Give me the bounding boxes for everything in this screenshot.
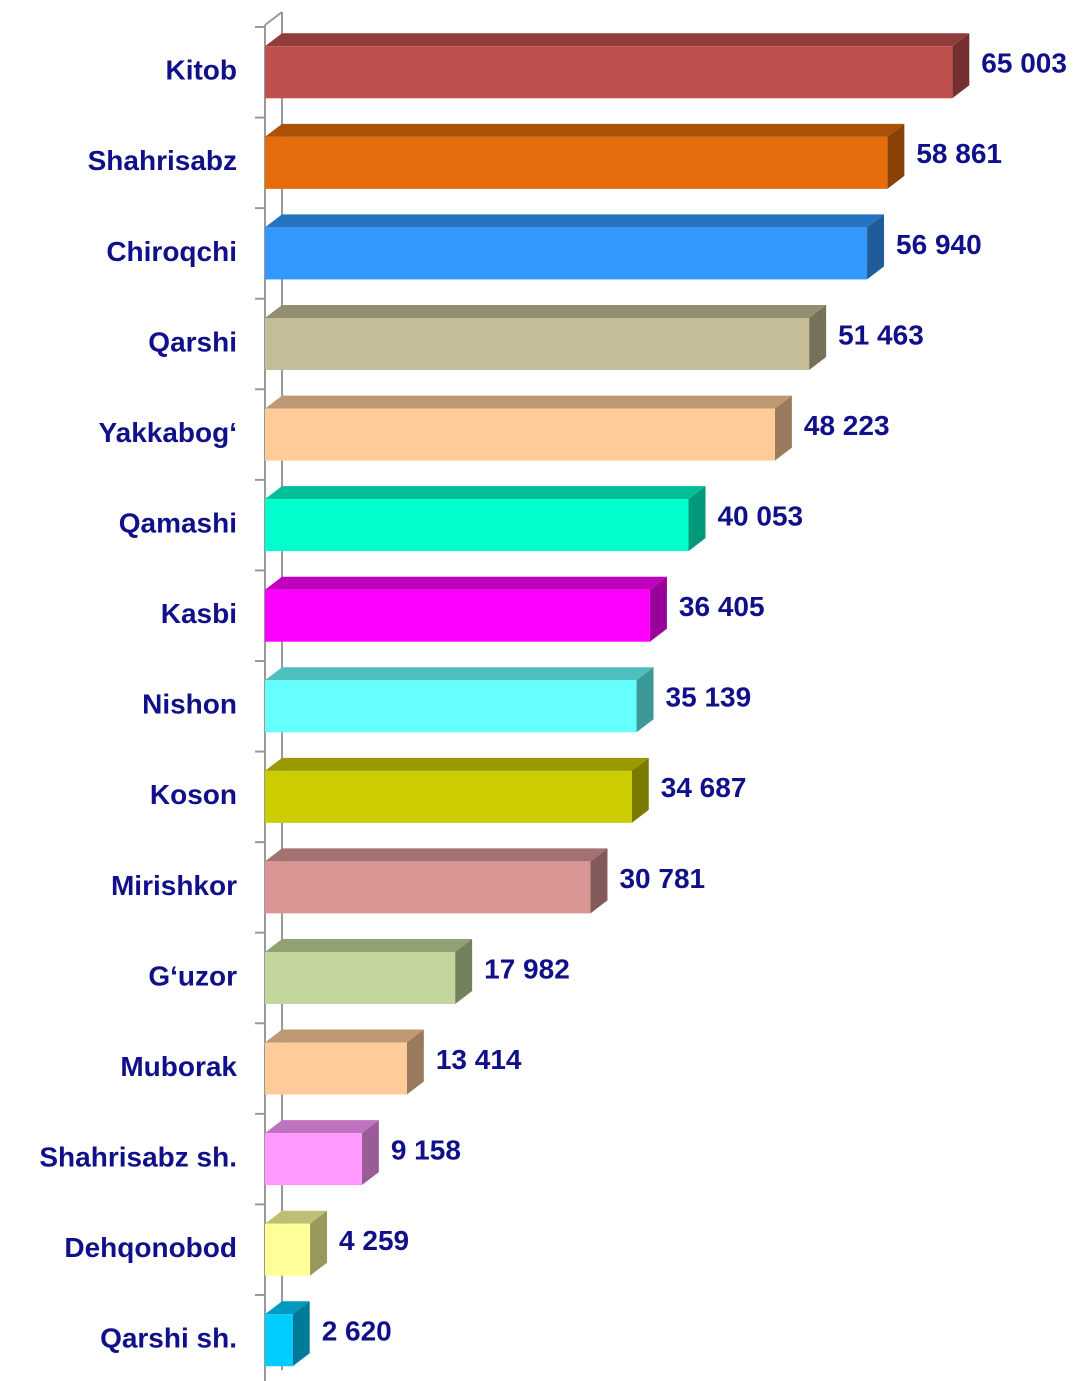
bar-top: [265, 757, 649, 771]
bar: [265, 499, 689, 552]
bar: [265, 317, 810, 370]
category-label: G‘uzor: [148, 960, 237, 991]
bar: [265, 589, 650, 642]
bar: [265, 861, 591, 914]
value-label: 36 405: [679, 591, 765, 622]
category-label: Nishon: [142, 689, 237, 720]
bar: [265, 46, 953, 99]
bar-side: [590, 848, 608, 914]
bar-top: [265, 304, 827, 318]
bar: [265, 1133, 362, 1186]
value-label: 40 053: [717, 501, 803, 532]
bar-top: [265, 33, 970, 47]
category-label: Muborak: [120, 1051, 237, 1082]
bar: [265, 1042, 407, 1095]
bar: [265, 136, 888, 189]
category-label: Mirishkor: [111, 870, 237, 901]
bar-top: [265, 1029, 424, 1043]
value-label: 48 223: [804, 410, 890, 441]
bar-side: [649, 576, 667, 642]
bar: [265, 770, 632, 823]
value-label: 65 003: [981, 48, 1067, 79]
value-label: 56 940: [896, 229, 982, 260]
value-label: 35 139: [666, 682, 752, 713]
bar-top: [265, 486, 706, 500]
category-label: Koson: [150, 779, 237, 810]
bar-side: [631, 757, 649, 823]
axis-line: [264, 11, 283, 26]
bar: [265, 1314, 293, 1367]
bar-side: [867, 214, 885, 280]
bar-side: [809, 304, 827, 370]
bar-side: [406, 1029, 424, 1095]
category-label: Chiroqchi: [106, 236, 237, 267]
bar-top: [265, 576, 667, 590]
bar-top: [265, 214, 885, 228]
bar-top: [265, 1210, 328, 1224]
bar: [265, 408, 775, 461]
bar-top: [265, 848, 608, 862]
value-label: 4 259: [339, 1225, 409, 1256]
category-label: Dehqonobod: [64, 1232, 237, 1263]
bar-top: [265, 1120, 379, 1134]
bar-top: [265, 395, 792, 409]
bar: [265, 951, 456, 1004]
category-label: Shahrisabz sh.: [39, 1142, 237, 1173]
category-label: Yakkabog‘: [98, 417, 237, 448]
bar-side: [688, 486, 706, 552]
category-label: Qarshi sh.: [100, 1323, 237, 1354]
value-label: 30 781: [619, 863, 705, 894]
category-label: Kitob: [165, 55, 237, 86]
category-label: Kasbi: [161, 598, 237, 629]
bar: [265, 680, 637, 733]
category-label: Shahrisabz: [88, 145, 237, 176]
value-label: 51 463: [838, 319, 924, 350]
value-label: 34 687: [661, 772, 747, 803]
bar-side: [361, 1120, 379, 1186]
value-label: 13 414: [436, 1044, 522, 1075]
bar-side: [636, 667, 654, 733]
value-label: 9 158: [391, 1135, 461, 1166]
category-label: Qarshi: [148, 326, 237, 357]
bar-side: [774, 395, 792, 461]
bar: [265, 227, 868, 280]
value-label: 2 620: [322, 1316, 392, 1347]
bar: [265, 1223, 311, 1276]
bar-side: [292, 1301, 310, 1367]
bar-side: [310, 1210, 328, 1276]
bar-top: [265, 123, 905, 137]
value-label: 58 861: [916, 138, 1002, 169]
bar-side: [455, 938, 473, 1004]
bar-top: [265, 667, 654, 681]
value-label: 17 982: [484, 953, 570, 984]
category-label: Qamashi: [119, 508, 237, 539]
bar-side: [952, 33, 970, 99]
bar-top: [265, 1301, 310, 1315]
bar-top: [265, 938, 473, 952]
bar-side: [887, 123, 905, 189]
